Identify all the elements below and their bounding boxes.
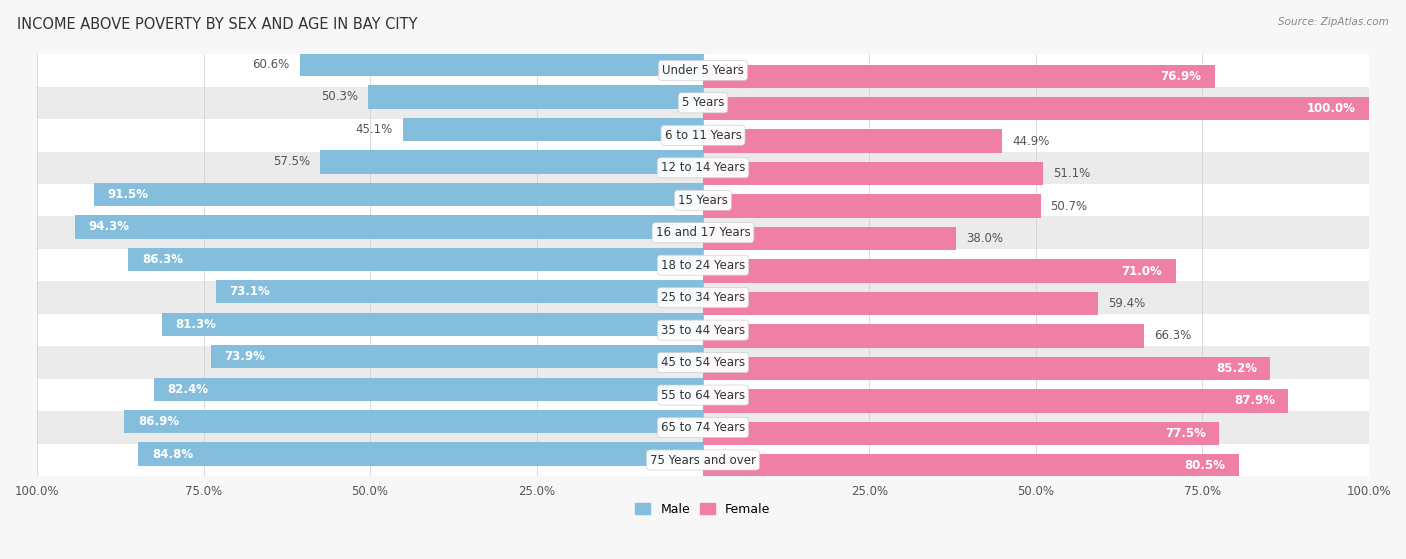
Text: 25 to 34 Years: 25 to 34 Years [661,291,745,304]
Bar [37,216,1369,249]
Text: 86.9%: 86.9% [138,415,179,428]
Text: 84.8%: 84.8% [152,448,193,461]
Text: INCOME ABOVE POVERTY BY SEX AND AGE IN BAY CITY: INCOME ABOVE POVERTY BY SEX AND AGE IN B… [17,17,418,32]
Bar [703,389,1288,413]
Text: 73.1%: 73.1% [229,285,270,299]
Bar [703,259,1175,283]
Text: 81.3%: 81.3% [176,318,217,331]
Bar [37,184,1369,216]
Text: 6 to 11 Years: 6 to 11 Years [665,129,741,142]
Bar [37,54,1369,87]
Text: 44.9%: 44.9% [1012,135,1049,148]
Bar [321,150,703,174]
Bar [299,53,703,76]
Bar [37,87,1369,119]
Bar [155,377,703,401]
Text: 50.7%: 50.7% [1050,200,1088,212]
Bar [703,64,1215,88]
Text: 71.0%: 71.0% [1122,264,1163,277]
Bar [37,347,1369,379]
Bar [37,444,1369,476]
Bar [703,324,1144,348]
Text: 100.0%: 100.0% [1306,102,1355,115]
Bar [37,249,1369,281]
Bar [37,379,1369,411]
Text: 45.1%: 45.1% [356,123,392,136]
Text: 87.9%: 87.9% [1234,395,1275,408]
Text: Source: ZipAtlas.com: Source: ZipAtlas.com [1278,17,1389,27]
Bar [128,248,703,271]
Text: 65 to 74 Years: 65 to 74 Years [661,421,745,434]
Text: 38.0%: 38.0% [966,232,1002,245]
Text: 66.3%: 66.3% [1154,329,1192,343]
Bar [37,314,1369,347]
Text: 85.2%: 85.2% [1216,362,1257,375]
Bar [37,151,1369,184]
Bar [37,281,1369,314]
Text: 75 Years and over: 75 Years and over [650,453,756,467]
Text: 55 to 64 Years: 55 to 64 Years [661,389,745,401]
Bar [37,119,1369,151]
Bar [162,312,703,336]
Bar [211,345,703,368]
Text: 91.5%: 91.5% [107,188,148,201]
Bar [703,454,1239,477]
Bar [138,443,703,466]
Text: 80.5%: 80.5% [1185,459,1226,472]
Text: 50.3%: 50.3% [321,91,359,103]
Bar [703,130,1002,153]
Legend: Male, Female: Male, Female [630,498,776,520]
Bar [703,227,956,250]
Bar [703,292,1098,315]
Bar [94,183,703,206]
Text: 73.9%: 73.9% [225,350,266,363]
Text: 82.4%: 82.4% [167,383,208,396]
Text: 77.5%: 77.5% [1164,427,1205,440]
Bar [703,195,1040,218]
Text: 35 to 44 Years: 35 to 44 Years [661,324,745,337]
Bar [125,410,703,433]
Text: 16 and 17 Years: 16 and 17 Years [655,226,751,239]
Text: 5 Years: 5 Years [682,96,724,110]
Text: 18 to 24 Years: 18 to 24 Years [661,259,745,272]
Bar [703,421,1219,445]
Text: 12 to 14 Years: 12 to 14 Years [661,162,745,174]
Text: 60.6%: 60.6% [252,58,290,71]
Bar [703,162,1043,185]
Bar [368,86,703,108]
Text: 45 to 54 Years: 45 to 54 Years [661,356,745,369]
Text: 57.5%: 57.5% [273,155,311,168]
Bar [402,118,703,141]
Bar [75,215,703,239]
Text: Under 5 Years: Under 5 Years [662,64,744,77]
Bar [703,357,1270,380]
Text: 51.1%: 51.1% [1053,167,1091,180]
Bar [217,280,703,304]
Bar [37,411,1369,444]
Text: 94.3%: 94.3% [89,220,129,233]
Text: 86.3%: 86.3% [142,253,183,266]
Text: 59.4%: 59.4% [1108,297,1146,310]
Text: 15 Years: 15 Years [678,194,728,207]
Bar [703,97,1369,120]
Text: 76.9%: 76.9% [1160,70,1202,83]
